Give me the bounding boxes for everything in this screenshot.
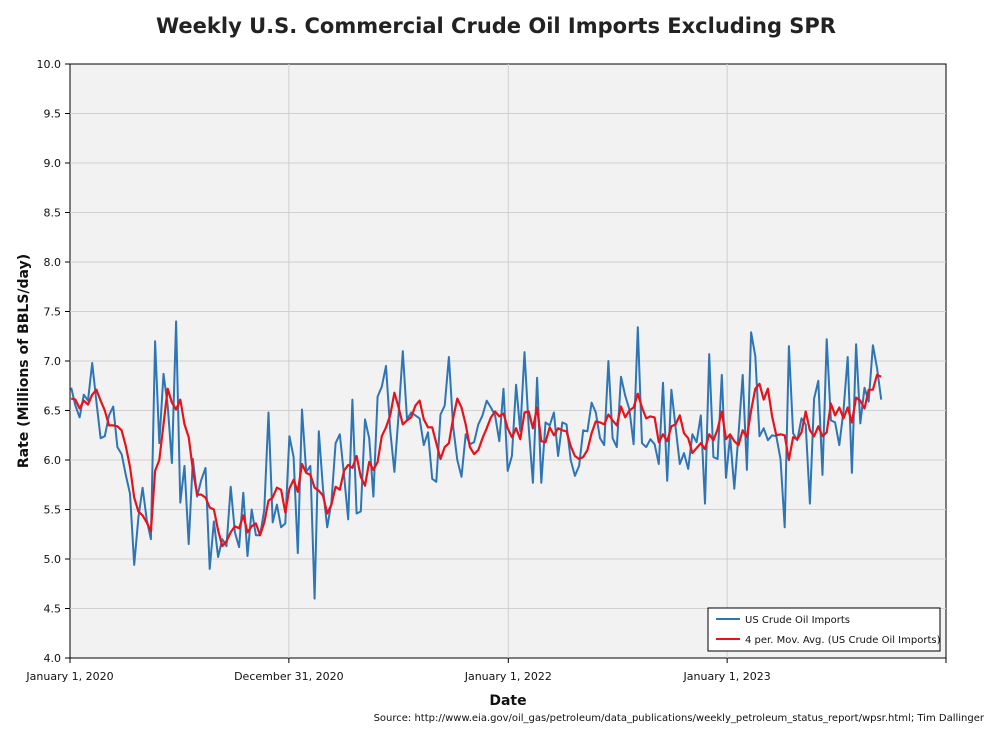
y-tick-label: 9.5 bbox=[44, 108, 62, 121]
y-tick-label: 5.0 bbox=[44, 553, 62, 566]
x-tick-label: January 1, 2023 bbox=[683, 670, 771, 683]
y-tick-label: 8.5 bbox=[44, 207, 62, 220]
x-tick-label: January 1, 2020 bbox=[25, 670, 113, 683]
y-tick-label: 7.5 bbox=[44, 306, 62, 319]
legend-box bbox=[707, 607, 941, 652]
y-tick-label: 10.0 bbox=[37, 58, 62, 71]
legend-label-imports: US Crude Oil Imports bbox=[745, 615, 850, 626]
y-tick-label: 6.5 bbox=[44, 405, 62, 418]
series-line-moving-average bbox=[70, 373, 882, 548]
y-tick-label: 5.5 bbox=[44, 504, 62, 517]
y-tick-label: 7.0 bbox=[44, 355, 62, 368]
legend-label-moving-average: 4 per. Mov. Avg. (US Crude Oil Imports) bbox=[745, 635, 941, 646]
y-axis-title: Rate (Millions of BBLS/day) bbox=[16, 254, 32, 468]
series-layer bbox=[70, 320, 883, 600]
y-tick-label: 4.0 bbox=[44, 652, 62, 665]
series-line-imports bbox=[70, 320, 883, 600]
chart-title: Weekly U.S. Commercial Crude Oil Imports… bbox=[156, 14, 836, 38]
y-tick-label: 4.5 bbox=[44, 603, 62, 616]
legend: US Crude Oil Imports 4 per. Mov. Avg. (U… bbox=[707, 607, 941, 652]
x-tick-label: December 31, 2020 bbox=[234, 670, 344, 683]
source-note: Source: http://www.eia.gov/oil_gas/petro… bbox=[373, 713, 984, 724]
grid-layer bbox=[70, 64, 946, 658]
y-tick-label: 6.0 bbox=[44, 454, 62, 467]
x-axis-title: Date bbox=[489, 693, 526, 709]
x-tick-label: January 1, 2022 bbox=[464, 670, 552, 683]
y-tick-label: 8.0 bbox=[44, 256, 62, 269]
axis-layer: 4.0 4.5 5.0 5.5 6.0 6.5 7.0 7.5 8.0 8.5 9.0 9.5 10.0… bbox=[25, 58, 947, 683]
y-tick-label: 9.0 bbox=[44, 157, 62, 170]
